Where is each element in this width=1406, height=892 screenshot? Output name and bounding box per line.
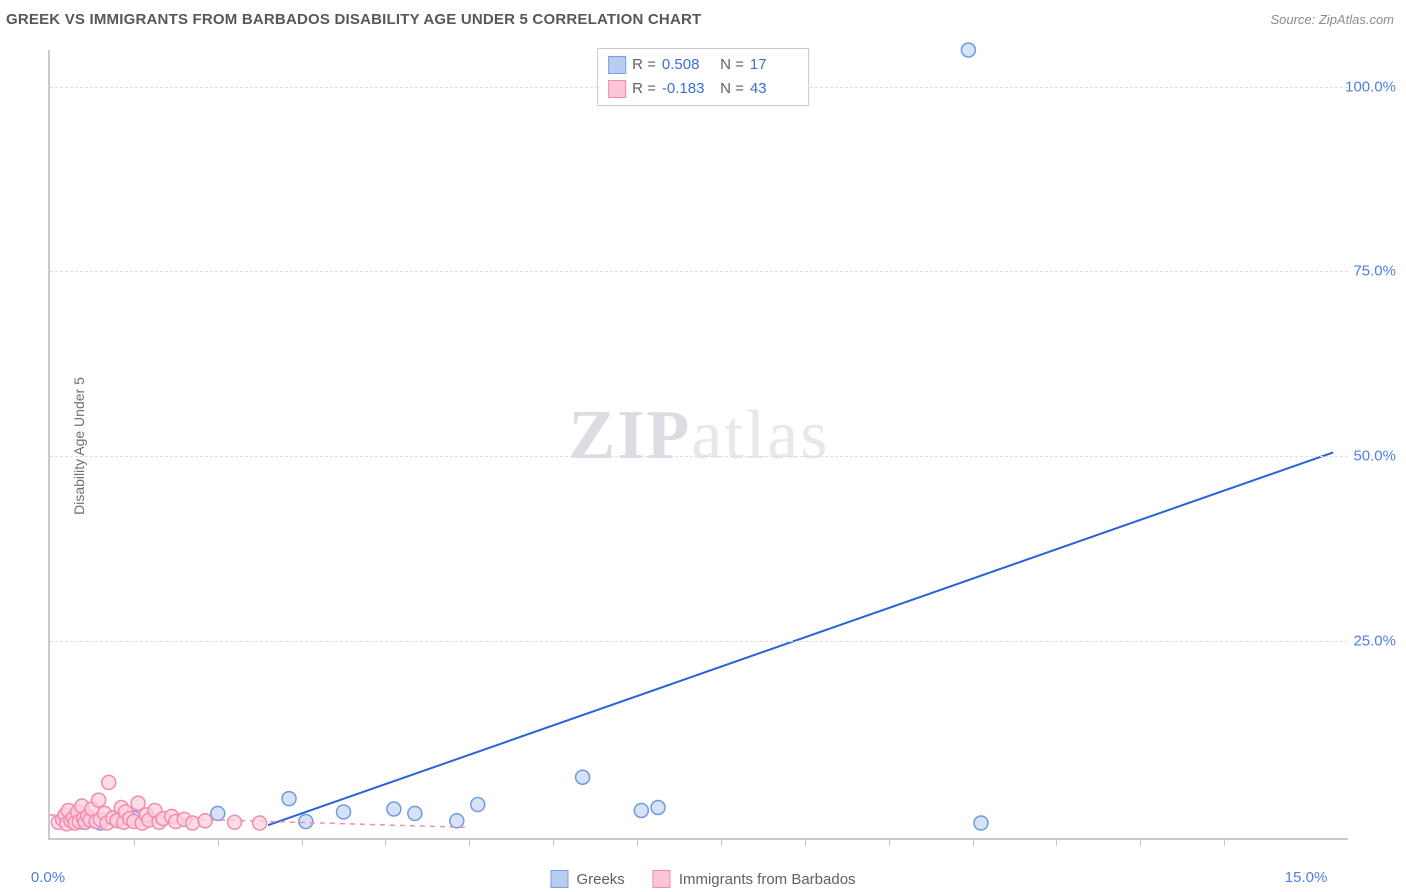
data-point-greeks bbox=[576, 770, 590, 784]
chart-svg bbox=[50, 50, 1348, 838]
gridline bbox=[50, 271, 1348, 272]
x-tick bbox=[1056, 838, 1057, 846]
data-point-barbados bbox=[102, 775, 116, 789]
data-point-barbados bbox=[228, 815, 242, 829]
legend-label: Greeks bbox=[576, 871, 624, 888]
stat-row-barbados: R = -0.183 N = 43 bbox=[608, 77, 798, 101]
stat-r-label: R = bbox=[632, 53, 656, 77]
x-tick bbox=[637, 838, 638, 846]
swatch-greeks bbox=[608, 56, 626, 74]
data-point-greeks bbox=[387, 802, 401, 816]
stat-n-label: N = bbox=[716, 53, 744, 77]
data-point-greeks bbox=[471, 798, 485, 812]
y-tick-label: 100.0% bbox=[1345, 78, 1396, 95]
x-tick-label: 0.0% bbox=[31, 869, 65, 886]
data-point-barbados bbox=[198, 814, 212, 828]
x-tick bbox=[721, 838, 722, 846]
data-point-greeks bbox=[408, 806, 422, 820]
correlation-stats-box: R = 0.508 N = 17R = -0.183 N = 43 bbox=[597, 48, 809, 106]
chart-title: GREEK VS IMMIGRANTS FROM BARBADOS DISABI… bbox=[6, 11, 701, 28]
data-point-greeks bbox=[299, 815, 313, 829]
x-tick bbox=[889, 838, 890, 846]
data-point-greeks bbox=[961, 43, 975, 57]
data-point-barbados bbox=[92, 793, 106, 807]
x-tick bbox=[973, 838, 974, 846]
trend-line-greeks bbox=[268, 452, 1333, 825]
data-point-greeks bbox=[282, 792, 296, 806]
data-point-greeks bbox=[211, 806, 225, 820]
gridline bbox=[50, 641, 1348, 642]
stat-n-value: 17 bbox=[750, 53, 798, 77]
data-point-barbados bbox=[253, 816, 267, 830]
plot-area: ZIPatlas bbox=[48, 50, 1348, 840]
y-tick-label: 25.0% bbox=[1353, 632, 1396, 649]
stat-n-label: N = bbox=[716, 77, 744, 101]
data-point-greeks bbox=[651, 801, 665, 815]
legend-item-barbados: Immigrants from Barbados bbox=[653, 870, 856, 888]
x-tick-label: 15.0% bbox=[1285, 869, 1328, 886]
x-tick bbox=[134, 838, 135, 846]
legend-swatch-greeks bbox=[550, 870, 568, 888]
data-point-greeks bbox=[974, 816, 988, 830]
x-tick bbox=[218, 838, 219, 846]
x-tick bbox=[1224, 838, 1225, 846]
data-point-greeks bbox=[337, 805, 351, 819]
x-tick bbox=[1140, 838, 1141, 846]
x-tick bbox=[805, 838, 806, 846]
legend: Greeks Immigrants from Barbados bbox=[550, 870, 855, 888]
x-tick bbox=[553, 838, 554, 846]
x-tick bbox=[385, 838, 386, 846]
y-tick-label: 75.0% bbox=[1353, 263, 1396, 280]
y-tick-label: 50.0% bbox=[1353, 448, 1396, 465]
source-attribution: Source: ZipAtlas.com bbox=[1270, 12, 1394, 27]
x-tick bbox=[302, 838, 303, 846]
stat-row-greeks: R = 0.508 N = 17 bbox=[608, 53, 798, 77]
data-point-greeks bbox=[450, 814, 464, 828]
chart-header: GREEK VS IMMIGRANTS FROM BARBADOS DISABI… bbox=[0, 0, 1406, 38]
stat-r-value: -0.183 bbox=[662, 77, 710, 101]
swatch-barbados bbox=[608, 80, 626, 98]
legend-item-greeks: Greeks bbox=[550, 870, 624, 888]
data-point-barbados bbox=[186, 816, 200, 830]
legend-swatch-barbados bbox=[653, 870, 671, 888]
x-tick bbox=[469, 838, 470, 846]
data-point-greeks bbox=[634, 803, 648, 817]
stat-r-value: 0.508 bbox=[662, 53, 710, 77]
stat-n-value: 43 bbox=[750, 77, 798, 101]
gridline bbox=[50, 456, 1348, 457]
legend-label: Immigrants from Barbados bbox=[679, 871, 856, 888]
stat-r-label: R = bbox=[632, 77, 656, 101]
